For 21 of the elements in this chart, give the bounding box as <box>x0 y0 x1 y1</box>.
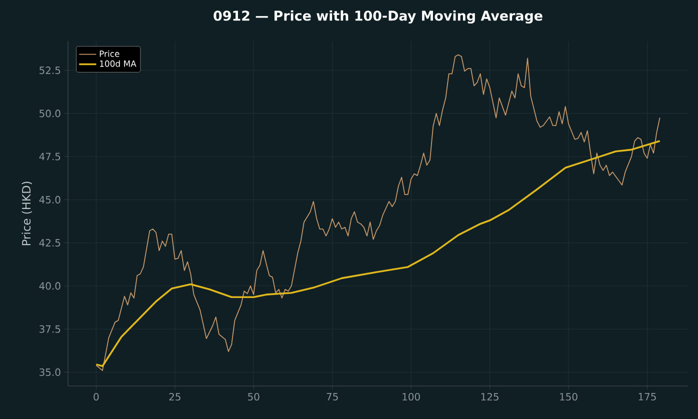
x-tick-label: 175 <box>638 393 656 400</box>
y-tick-label: 37.5 <box>40 325 60 333</box>
y-axis-title: Price (HKD) <box>22 182 32 246</box>
y-tick-label: 35.0 <box>40 368 60 376</box>
x-tick-label: 75 <box>326 393 338 400</box>
legend-label: 100d MA <box>100 60 136 67</box>
x-tick-label: 100 <box>402 393 420 401</box>
x-tick-label: 150 <box>560 393 578 401</box>
y-tick-label: 42.5 <box>39 239 60 247</box>
x-tick-label: 0 <box>94 393 99 401</box>
x-tick-label: 25 <box>169 393 180 401</box>
x-tick-label: 50 <box>248 393 260 401</box>
y-tick-label: 50.0 <box>40 110 60 118</box>
legend-label: Price <box>100 50 120 57</box>
y-tick-label: 52.5 <box>40 66 60 74</box>
y-tick-label: 40.0 <box>39 282 60 290</box>
line-series <box>95 140 661 368</box>
y-tick-label: 47.5 <box>39 152 60 160</box>
chart-title: 0912 — Price with 100-Day Moving Average <box>214 10 542 24</box>
x-tick-label: 125 <box>481 393 498 401</box>
y-tick-label: 45.0 <box>39 196 60 204</box>
